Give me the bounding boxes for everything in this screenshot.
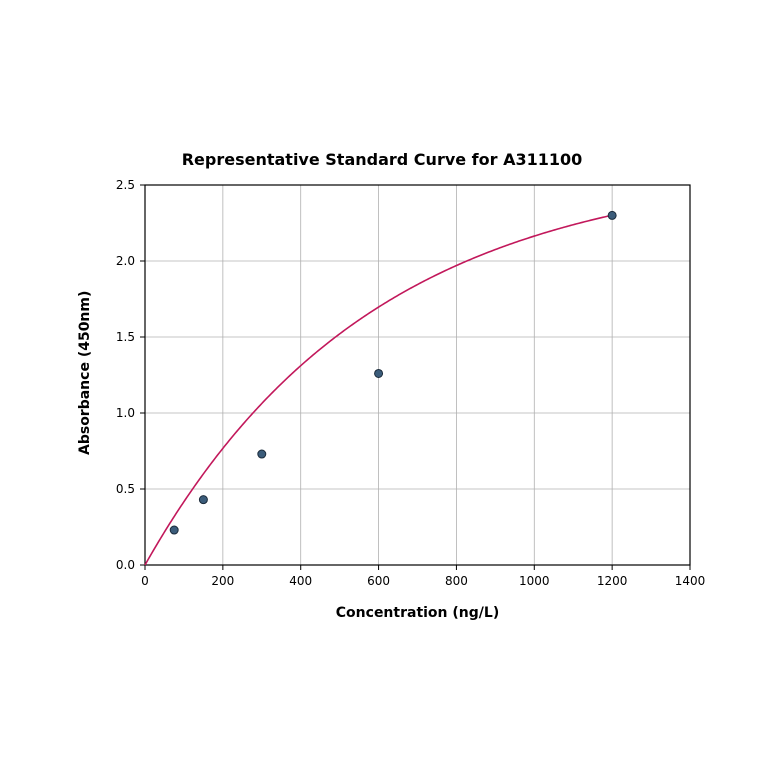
- x-tick-label: 1400: [675, 574, 706, 588]
- data-point: [170, 526, 178, 534]
- chart-container: Representative Standard Curve for A31110…: [0, 0, 764, 764]
- y-tick-label: 2.5: [116, 178, 135, 192]
- y-tick-label: 0.0: [116, 558, 135, 572]
- fit-curve: [145, 215, 615, 566]
- x-tick-label: 600: [367, 574, 390, 588]
- data-point: [199, 496, 207, 504]
- y-tick-label: 0.5: [116, 482, 135, 496]
- x-tick-label: 200: [211, 574, 234, 588]
- y-tick-label: 1.5: [116, 330, 135, 344]
- x-tick-label: 0: [141, 574, 149, 588]
- y-tick-label: 2.0: [116, 254, 135, 268]
- data-point: [375, 369, 383, 377]
- x-tick-label: 1200: [597, 574, 628, 588]
- x-tick-label: 1000: [519, 574, 550, 588]
- x-tick-label: 400: [289, 574, 312, 588]
- y-tick-label: 1.0: [116, 406, 135, 420]
- chart-svg: 0 200 400 600 800 1000 1200 1400 0.0 0.5 1.0 1.5 2.0…: [0, 0, 764, 764]
- x-tick-label: 800: [445, 574, 468, 588]
- data-point: [608, 211, 616, 219]
- data-point: [258, 450, 266, 458]
